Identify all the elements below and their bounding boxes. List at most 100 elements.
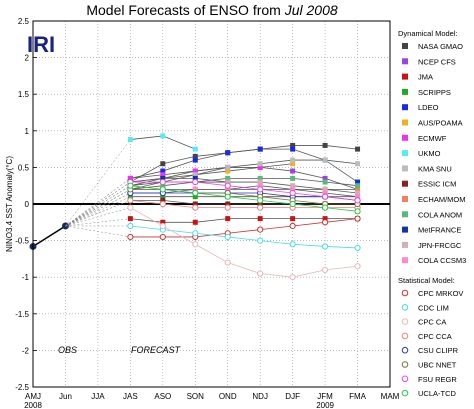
legend-label: CPC MRKOV: [418, 289, 463, 298]
series-point: [290, 168, 296, 174]
series-point: [192, 219, 198, 225]
series-point: [127, 204, 134, 211]
forecast-label: FORECAST: [131, 345, 182, 355]
series-point: [354, 197, 361, 204]
series-connector: [65, 192, 131, 227]
series-point: [127, 222, 134, 230]
series-line: [130, 159, 358, 190]
series-point: [257, 146, 263, 152]
series-point: [354, 244, 361, 252]
series-point: [257, 179, 263, 185]
x-tick-label: NDJ: [252, 392, 268, 401]
series-point: [127, 233, 134, 241]
series-point: [290, 157, 296, 163]
series-point: [322, 216, 328, 222]
legend-swatch: [402, 165, 408, 172]
series-point: [127, 175, 133, 181]
series-point: [290, 142, 296, 148]
series-point: [225, 179, 231, 185]
series-point: [322, 179, 328, 185]
series-point: [192, 186, 198, 192]
series-point: [225, 168, 231, 174]
series-point: [322, 157, 328, 163]
legend-label: ECHAM/MOM: [418, 195, 466, 204]
x-tick-label: JFM: [317, 392, 333, 401]
legend-swatch: [402, 73, 408, 80]
series-point: [224, 204, 231, 211]
iri-logo: IRI: [27, 32, 55, 57]
legend-label: LDEO: [418, 103, 439, 112]
series-point: [225, 216, 231, 222]
series-point: [257, 197, 264, 204]
series-point: [289, 241, 296, 248]
legend-marker: [401, 332, 409, 340]
x-tick-label: AMJ: [25, 392, 41, 401]
legend-swatch: [402, 58, 408, 65]
legend-label: CSU CLIPR: [418, 346, 459, 355]
y-tick-label: -0.5: [15, 237, 29, 246]
legend-swatch: [402, 226, 408, 233]
legend-swatch: [402, 43, 408, 49]
series-point: [257, 161, 263, 167]
y-axis-label: NINO3.4 SST Anomaly(°C): [5, 156, 14, 252]
series-point: [322, 175, 328, 181]
y-tick-label: 0: [25, 200, 30, 209]
series-line: [130, 199, 358, 209]
legend-marker: [401, 389, 409, 397]
legend-marker: [401, 289, 409, 297]
x-tick-label: OND: [219, 392, 237, 401]
series-point: [355, 186, 361, 192]
series-point: [192, 157, 198, 163]
series-point: [257, 186, 264, 193]
chart-title-text: Model Forecasts of ENSO from: [86, 2, 281, 18]
series-point: [289, 189, 296, 197]
series-point: [192, 172, 198, 178]
legend-swatch: [402, 211, 408, 218]
series-point: [257, 270, 264, 277]
legend-label: JPN-FRCGC: [418, 241, 462, 250]
series-point: [355, 179, 361, 185]
series-point: [160, 219, 166, 225]
series-point: [159, 186, 166, 193]
series-point: [192, 201, 198, 207]
series-point: [192, 194, 198, 200]
series-connector: [65, 189, 131, 227]
series-point: [192, 189, 199, 197]
series-line: [130, 185, 358, 212]
series-point: [257, 183, 263, 189]
x-tick-label: JJA: [91, 392, 105, 401]
series-point: [224, 182, 231, 189]
series-line: [130, 218, 358, 223]
series-point: [257, 201, 263, 207]
x-tick-label: FMA: [349, 392, 367, 401]
series-line: [130, 225, 358, 249]
series-point: [192, 168, 198, 174]
series-point: [160, 194, 166, 200]
series-connector: [65, 178, 131, 227]
legend-label: JMA: [418, 73, 433, 82]
series-point: [321, 266, 329, 273]
legend-label: FSU REGR: [418, 375, 457, 384]
series-point: [321, 219, 329, 226]
x-tick-label: ASO: [154, 392, 171, 401]
y-tick-label: 2: [25, 54, 30, 63]
legend-marker: [401, 375, 409, 383]
series-line: [130, 177, 228, 183]
axes: -2.5 -2 -1.5 -1 -0.5 0 0.5 1 1.5 2 2.5 AMJ Jun JJA JAS…: [5, 17, 400, 409]
series-point: [160, 161, 166, 167]
series-point: [289, 274, 296, 281]
series-point: [257, 216, 263, 222]
series-point: [257, 204, 264, 211]
series-point: [160, 172, 166, 178]
series-line: [130, 148, 358, 183]
legend-label: UKMO: [418, 149, 441, 158]
legend-label: NASA GMAO: [418, 42, 463, 51]
series-point: [290, 183, 296, 189]
legend-swatch: [402, 180, 408, 187]
legend-label: NCEP CFS: [418, 57, 456, 66]
series-point: [159, 178, 166, 186]
y-tick-label: -2: [22, 346, 30, 355]
series-point: [355, 146, 361, 152]
series-point: [127, 197, 134, 204]
x-tick-label: JAS: [123, 392, 138, 401]
